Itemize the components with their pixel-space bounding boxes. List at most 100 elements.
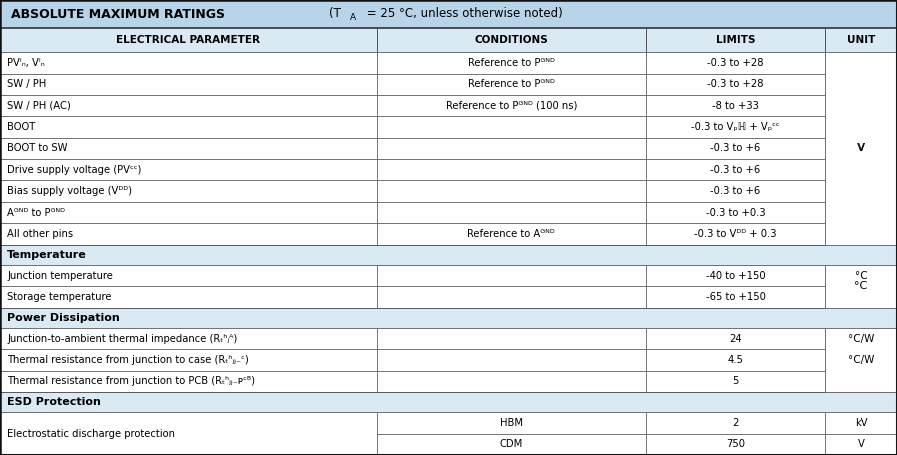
Bar	[0, 392, 897, 412]
Bar	[377, 223, 646, 245]
Bar	[825, 52, 897, 74]
Bar	[377, 28, 646, 52]
Text: °C/W: °C/W	[848, 334, 875, 344]
Bar	[0, 202, 377, 223]
Bar	[825, 116, 897, 138]
Bar	[646, 349, 825, 371]
Bar	[825, 328, 897, 349]
Bar	[377, 116, 646, 138]
Bar	[825, 349, 897, 371]
Text: Reference to Aᴳᴺᴰ: Reference to Aᴳᴺᴰ	[467, 229, 555, 239]
Text: A: A	[350, 13, 356, 22]
Bar	[646, 95, 825, 116]
Text: SW / PH (AC): SW / PH (AC)	[7, 101, 71, 111]
Text: Reference to Pᴳᴺᴰ: Reference to Pᴳᴺᴰ	[468, 58, 554, 68]
Text: °C: °C	[855, 281, 867, 291]
Bar	[0, 181, 377, 202]
Bar	[646, 116, 825, 138]
Text: Electrostatic discharge protection: Electrostatic discharge protection	[7, 429, 175, 439]
Bar	[825, 328, 897, 392]
Text: BOOT to SW: BOOT to SW	[7, 143, 67, 153]
Bar	[377, 286, 646, 308]
Text: ABSOLUTE MAXIMUM RATINGS: ABSOLUTE MAXIMUM RATINGS	[11, 7, 225, 20]
Text: BOOT: BOOT	[7, 122, 35, 132]
Text: -40 to +150: -40 to +150	[706, 271, 765, 281]
Text: -0.3 to +6: -0.3 to +6	[710, 186, 761, 196]
Bar	[377, 328, 646, 349]
Text: UNIT: UNIT	[847, 35, 875, 45]
Bar	[825, 202, 897, 223]
Text: SW / PH: SW / PH	[7, 79, 47, 89]
Text: Junction-to-ambient thermal impedance (Rₜʰⱼᴬ): Junction-to-ambient thermal impedance (R…	[7, 334, 238, 344]
Bar	[825, 223, 897, 245]
Text: = 25 °C, unless otherwise noted): = 25 °C, unless otherwise noted)	[363, 7, 563, 20]
Text: 2: 2	[732, 418, 739, 428]
Bar	[646, 434, 825, 455]
Bar	[377, 95, 646, 116]
Text: kV: kV	[855, 418, 867, 428]
Text: V: V	[858, 143, 865, 153]
Text: All other pins: All other pins	[7, 229, 74, 239]
Bar	[825, 28, 897, 52]
Text: -0.3 to +6: -0.3 to +6	[710, 143, 761, 153]
Bar	[377, 265, 646, 286]
Bar	[646, 181, 825, 202]
Bar	[825, 74, 897, 95]
Text: Junction temperature: Junction temperature	[7, 271, 113, 281]
Text: -0.3 to +28: -0.3 to +28	[708, 79, 763, 89]
Bar	[825, 286, 897, 308]
Text: Reference to Pᴳᴺᴰ (100 ns): Reference to Pᴳᴺᴰ (100 ns)	[446, 101, 577, 111]
Bar	[825, 265, 897, 286]
Bar	[646, 412, 825, 434]
Text: -0.3 to +28: -0.3 to +28	[708, 58, 763, 68]
Bar	[825, 371, 897, 392]
Bar	[0, 308, 897, 328]
Bar	[646, 138, 825, 159]
Text: Temperature: Temperature	[7, 250, 87, 260]
Bar	[0, 74, 377, 95]
Bar	[646, 52, 825, 74]
Bar	[377, 412, 646, 434]
Bar	[0, 52, 377, 74]
Text: Reference to Pᴳᴺᴰ: Reference to Pᴳᴺᴰ	[468, 79, 554, 89]
Text: V: V	[858, 440, 865, 449]
Bar	[377, 159, 646, 181]
Bar	[825, 95, 897, 116]
Text: HBM: HBM	[500, 418, 523, 428]
Text: °C: °C	[855, 271, 867, 281]
Text: -0.3 to Vᴰᴰ + 0.3: -0.3 to Vᴰᴰ + 0.3	[694, 229, 777, 239]
Text: -0.3 to +0.3: -0.3 to +0.3	[706, 207, 765, 217]
Text: ESD Protection: ESD Protection	[7, 397, 101, 407]
Text: Thermal resistance from junction to PCB (Rₜʰⱼⱼ₋ᴘᶜᴮ): Thermal resistance from junction to PCB …	[7, 376, 255, 386]
Text: 750: 750	[726, 440, 745, 449]
Bar	[825, 265, 897, 308]
Text: Power Dissipation: Power Dissipation	[7, 313, 120, 323]
Bar	[646, 74, 825, 95]
Bar	[377, 434, 646, 455]
Bar	[0, 245, 897, 265]
Bar	[825, 138, 897, 159]
Text: V: V	[858, 143, 865, 153]
Bar	[825, 181, 897, 202]
Text: (T: (T	[329, 7, 341, 20]
Text: ELECTRICAL PARAMETER: ELECTRICAL PARAMETER	[117, 35, 260, 45]
Bar	[646, 28, 825, 52]
Bar	[825, 434, 897, 455]
Bar	[646, 202, 825, 223]
Text: CDM: CDM	[500, 440, 523, 449]
Bar	[646, 286, 825, 308]
Bar	[0, 328, 377, 349]
Bar	[825, 159, 897, 181]
Bar	[825, 412, 897, 434]
Bar	[646, 159, 825, 181]
Text: -0.3 to Vₚℍ + Vₚᶜᶜ: -0.3 to Vₚℍ + Vₚᶜᶜ	[692, 122, 779, 132]
Text: Storage temperature: Storage temperature	[7, 292, 111, 302]
Bar	[377, 371, 646, 392]
Text: Aᴳᴺᴰ to Pᴳᴺᴰ: Aᴳᴺᴰ to Pᴳᴺᴰ	[7, 207, 65, 217]
Bar	[0, 412, 377, 455]
Text: CONDITIONS: CONDITIONS	[475, 35, 548, 45]
Text: -8 to +33: -8 to +33	[712, 101, 759, 111]
Text: Drive supply voltage (PVᶜᶜ): Drive supply voltage (PVᶜᶜ)	[7, 165, 142, 175]
Bar	[825, 52, 897, 245]
Bar	[646, 371, 825, 392]
